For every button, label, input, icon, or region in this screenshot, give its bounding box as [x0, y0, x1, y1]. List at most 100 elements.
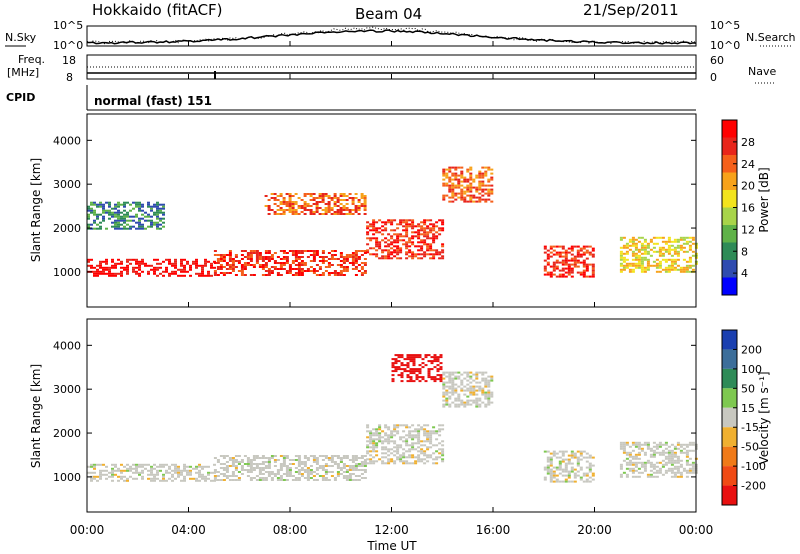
data-cell [207, 465, 210, 468]
data-cell [165, 471, 168, 474]
data-cell [252, 274, 256, 276]
data-cell [384, 221, 388, 224]
data-cell [460, 194, 464, 197]
data-cell [564, 458, 568, 461]
data-cell [652, 453, 656, 456]
data-cell [432, 458, 436, 461]
data-cell [469, 182, 473, 185]
data-cell [156, 207, 159, 210]
data-cell [469, 196, 473, 199]
data-cell [394, 362, 398, 365]
data-cell [585, 257, 589, 260]
data-cell [622, 260, 626, 263]
data-cell [567, 271, 571, 274]
data-cell [667, 248, 671, 251]
data-cell [414, 436, 418, 439]
data-cell [643, 451, 647, 454]
data-cell [567, 480, 571, 483]
data-cell [261, 479, 265, 481]
data-cell [405, 243, 409, 246]
data-cell [546, 271, 550, 274]
data-cell [664, 268, 668, 271]
data-cell [279, 201, 283, 203]
data-cell [432, 223, 436, 226]
data-cell [207, 272, 210, 275]
data-cell [183, 274, 186, 277]
data-cell [658, 254, 662, 257]
data-cell [363, 471, 367, 473]
data-cell [408, 251, 412, 254]
data-cell [114, 211, 117, 214]
data-cell [676, 475, 680, 478]
data-cell [555, 261, 559, 264]
data-cell [333, 201, 337, 203]
data-cell [658, 246, 662, 249]
data-cell [96, 479, 99, 482]
data-cell [396, 233, 400, 236]
data-cell [123, 201, 126, 204]
data-cell [270, 209, 274, 211]
data-cell [255, 252, 259, 254]
data-cell [426, 225, 430, 228]
data-cell [333, 258, 337, 260]
data-cell [561, 470, 565, 473]
data-cell [114, 266, 117, 269]
data-cell [438, 434, 442, 437]
data-cell [225, 469, 229, 471]
data-cell [631, 467, 635, 470]
data-cell [279, 463, 283, 465]
data-cell [652, 250, 656, 253]
data-cell [261, 268, 265, 270]
data-cell [357, 209, 361, 211]
data-cell [198, 272, 201, 275]
data-cell [129, 258, 132, 261]
data-cell [445, 184, 449, 187]
data-cell [655, 475, 659, 478]
data-cell [231, 260, 235, 262]
data-cell [252, 252, 256, 254]
data-cell [652, 451, 656, 454]
data-cell [339, 467, 343, 469]
data-cell [306, 268, 310, 270]
data-cell [138, 217, 141, 220]
data-cell [303, 461, 307, 463]
data-cell [303, 250, 307, 252]
data-cell [282, 268, 286, 270]
data-cell [132, 201, 135, 204]
data-cell [168, 467, 171, 470]
data-cell [123, 465, 126, 468]
data-cell [426, 456, 430, 459]
data-cell [441, 249, 445, 252]
data-cell [279, 209, 283, 211]
data-cell [637, 445, 641, 448]
cpid-mode-text: normal (fast) 151 [94, 94, 212, 108]
data-cell [670, 461, 674, 464]
data-cell [411, 462, 415, 465]
data-cell [564, 478, 568, 481]
data-cell [469, 188, 473, 191]
data-cell [427, 376, 431, 379]
data-cell [171, 473, 174, 476]
data-cell [441, 460, 445, 463]
data-cell [579, 273, 583, 276]
data-cell [369, 446, 373, 449]
data-cell [321, 272, 325, 274]
data-cell [219, 260, 223, 262]
data-cell [231, 479, 235, 481]
data-cell [384, 223, 388, 226]
data-cell [225, 264, 229, 266]
data-cell [573, 257, 577, 260]
data-cell [303, 205, 307, 207]
data-cell [381, 249, 385, 252]
data-cell [573, 468, 577, 471]
data-cell [279, 274, 283, 276]
data-cell [448, 381, 452, 384]
data-cell [93, 463, 96, 466]
data-cell [300, 475, 304, 477]
data-cell [460, 166, 464, 169]
data-cell [87, 205, 90, 208]
data-cell [667, 268, 671, 271]
data-cell [688, 270, 692, 273]
data-cell [360, 268, 364, 270]
data-cell [357, 207, 361, 209]
